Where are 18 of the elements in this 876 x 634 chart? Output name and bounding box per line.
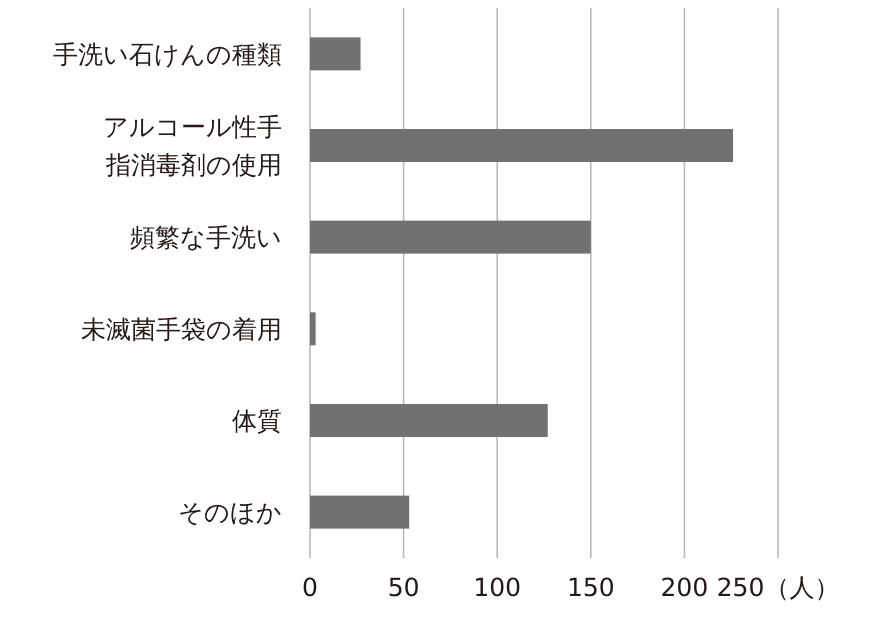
bar [310,312,316,346]
x-tick-label: 100 [473,572,522,602]
y-tick-label: そのほか [178,498,282,527]
x-tick-label: 200 [660,572,708,602]
y-tick-label: 手洗い石けんの種類 [53,39,282,68]
bar [310,37,361,70]
x-tick-label: 250（人） [716,572,840,602]
y-tick-label: 頻繁な手洗い [130,222,282,252]
x-tick-label: 50 [388,572,420,602]
bar [310,496,410,529]
bar [310,404,548,437]
x-tick-label: 0 [302,572,318,602]
y-tick-label: 体質 [232,406,282,435]
y-tick-label: アルコール性手指消毒剤の使用 [103,112,282,179]
bar [310,129,734,162]
bar [310,220,591,254]
x-tick-label: 150 [566,572,615,602]
y-tick-label: 未滅菌手袋の着用 [81,314,282,344]
